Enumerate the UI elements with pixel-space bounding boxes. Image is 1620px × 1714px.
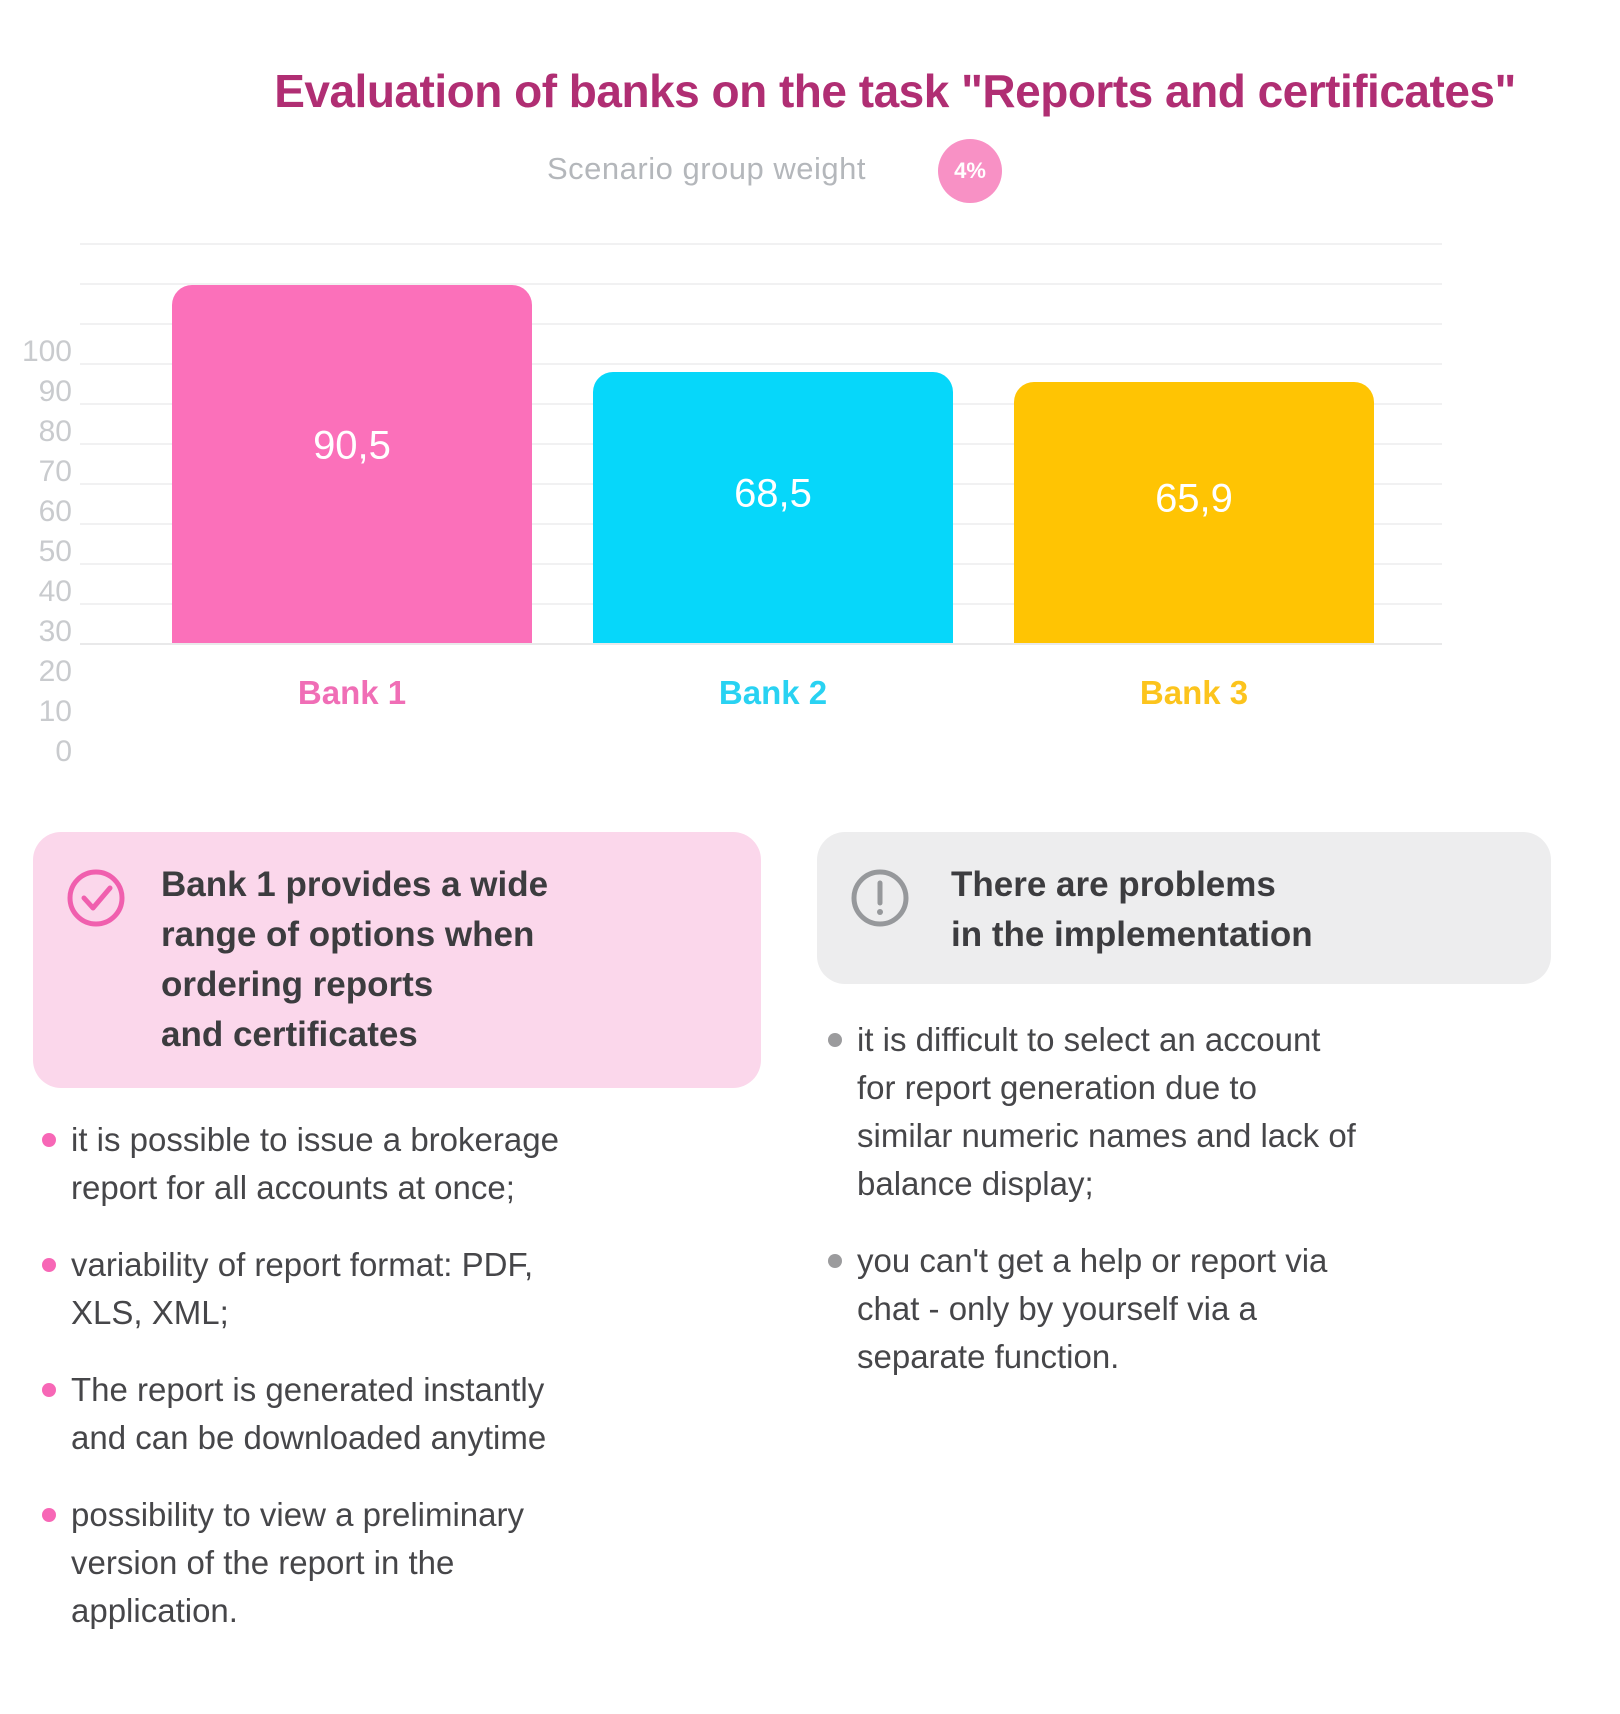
bullet-dot-icon bbox=[42, 1133, 56, 1147]
y-axis-tick: 80 bbox=[38, 415, 72, 448]
bullet-dot-icon bbox=[42, 1383, 56, 1397]
y-axis-tick: 60 bbox=[38, 495, 72, 528]
gridline bbox=[80, 363, 1442, 365]
negative-bullet-list: it is difficult to select an account for… bbox=[828, 1016, 1508, 1410]
bullet-dot-icon bbox=[42, 1508, 56, 1522]
positive-highlight-card: Bank 1 provides a wide range of options … bbox=[33, 832, 761, 1088]
weight-badge: 4% bbox=[938, 139, 1002, 203]
y-axis-tick: 90 bbox=[38, 375, 72, 408]
bullet-text: it is difficult to select an account for… bbox=[857, 1021, 1356, 1202]
bullet-dot-icon bbox=[828, 1254, 842, 1268]
list-item: possibility to view a preliminary versio… bbox=[42, 1491, 722, 1635]
bar-bank-2: 68,5 bbox=[593, 372, 953, 643]
bullet-text: you can't get a help or report via chat … bbox=[857, 1242, 1328, 1375]
negative-card-title: There are problems in the implementation bbox=[951, 865, 1313, 954]
bar-value-label: 68,5 bbox=[734, 471, 812, 516]
check-circle-icon bbox=[64, 866, 128, 930]
gridline bbox=[80, 243, 1442, 245]
y-axis-tick: 50 bbox=[38, 535, 72, 568]
category-label-bank-1: Bank 1 bbox=[297, 674, 407, 711]
gridline bbox=[80, 323, 1442, 325]
bar-bank-1: 90,5 bbox=[172, 285, 532, 643]
y-axis-tick: 30 bbox=[38, 615, 72, 648]
scenario-weight-label: Scenario group weight bbox=[547, 151, 866, 186]
bullet-text: it is possible to issue a brokerage repo… bbox=[71, 1121, 559, 1206]
bullet-text: The report is generated instantly and ca… bbox=[71, 1371, 547, 1456]
y-axis-tick: 20 bbox=[38, 655, 72, 688]
bar-value-label: 90,5 bbox=[313, 423, 391, 468]
y-axis-tick: 0 bbox=[55, 735, 72, 768]
list-item: you can't get a help or report via chat … bbox=[828, 1237, 1508, 1381]
bullet-text: possibility to view a preliminary versio… bbox=[71, 1496, 524, 1629]
positive-card-title: Bank 1 provides a wide range of options … bbox=[161, 865, 549, 1054]
negative-highlight-card: There are problems in the implementation bbox=[817, 832, 1551, 984]
list-item: The report is generated instantly and ca… bbox=[42, 1366, 722, 1462]
exclamation-circle-icon bbox=[848, 866, 912, 930]
y-axis-tick: 10 bbox=[38, 695, 72, 728]
bar-bank-3: 65,9 bbox=[1014, 382, 1374, 643]
bullet-dot-icon bbox=[828, 1033, 842, 1047]
list-item: variability of report format: PDF, XLS, … bbox=[42, 1241, 722, 1337]
y-axis-tick: 100 bbox=[21, 335, 72, 368]
page-title: Evaluation of banks on the task "Reports… bbox=[274, 65, 1516, 117]
x-axis-line bbox=[80, 643, 1442, 645]
list-item: it is possible to issue a brokerage repo… bbox=[42, 1116, 722, 1212]
category-label-bank-2: Bank 2 bbox=[718, 674, 828, 711]
bullet-dot-icon bbox=[42, 1258, 56, 1272]
category-label-bank-3: Bank 3 bbox=[1139, 674, 1249, 711]
bar-value-label: 65,9 bbox=[1155, 476, 1233, 521]
gridline bbox=[80, 283, 1442, 285]
bullet-text: variability of report format: PDF, XLS, … bbox=[71, 1246, 534, 1331]
y-axis-tick: 70 bbox=[38, 455, 72, 488]
list-item: it is difficult to select an account for… bbox=[828, 1016, 1508, 1208]
positive-bullet-list: it is possible to issue a brokerage repo… bbox=[42, 1116, 722, 1664]
y-axis-tick: 40 bbox=[38, 575, 72, 608]
